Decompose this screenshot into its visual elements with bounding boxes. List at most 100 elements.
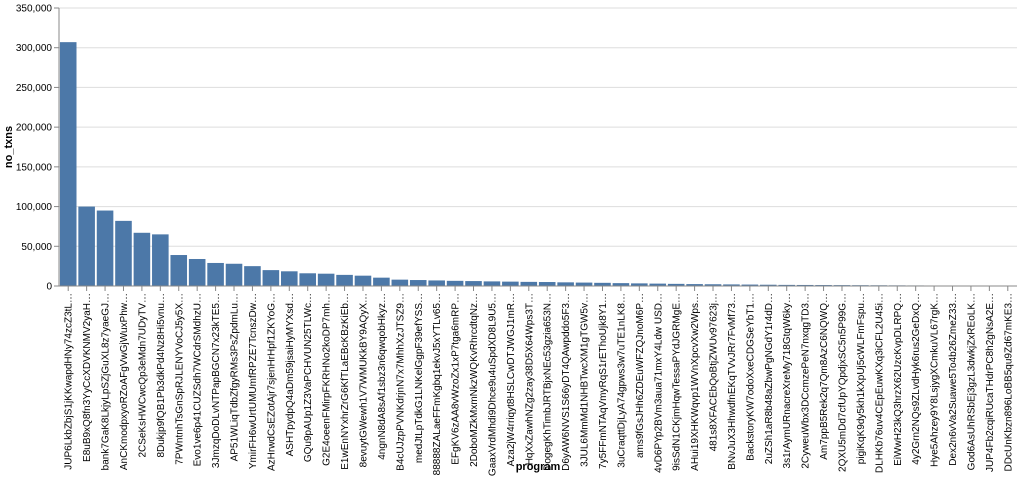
- bar: [667, 283, 685, 286]
- bar: [225, 263, 243, 286]
- y-tick-label: 50,000: [21, 242, 52, 253]
- x-tick-label: 2DoboMZkMxmNkzWQKvRhrcdtqNz…: [469, 293, 480, 467]
- bar: [575, 282, 593, 286]
- y-axis-title: no_txns: [3, 126, 15, 168]
- bar: [59, 42, 77, 287]
- y-tick-label: 200,000: [16, 123, 53, 134]
- bar: [262, 270, 280, 286]
- x-tick-label: 4vD6PYp2BVm3aua71mxY4Ldw USD…: [653, 293, 664, 473]
- y-tick-label: 150,000: [16, 162, 53, 173]
- x-tick-label: EiWwH23kQ3hrzX62UzcKvpDLRPQ…: [893, 293, 904, 466]
- x-tick-label: E8uB9xQ8fn3YyCcXDVKNMV2yaH…: [82, 293, 93, 462]
- bar: [354, 275, 372, 286]
- x-tick-label: GQu9pAUp1Z3VaPCHVUN25TLWc…: [303, 293, 314, 462]
- bar: [78, 206, 95, 286]
- x-tick-label: Evo1ve6p41CUZSdh7WCdrSMdhzU…: [193, 293, 204, 466]
- x-tick-label: pigiKqK9dy5kh1kXpUj5cWLFmFspu…: [856, 293, 867, 464]
- bar: [631, 283, 648, 286]
- bar: [133, 232, 151, 286]
- x-tick-label: 7y5FFmNTAqVmyRqS1rEThoUjk8Y1…: [598, 293, 609, 469]
- bar: [409, 280, 427, 286]
- bar: [207, 262, 224, 286]
- y-tick-label: 100,000: [16, 202, 53, 213]
- bars: [59, 42, 1017, 287]
- bar: [391, 279, 409, 286]
- bar: [612, 283, 630, 286]
- bar: [428, 280, 445, 286]
- bar: [115, 220, 132, 286]
- x-tick-label: 2CSeKsHWCwcQp3eMdn7UDyTV…: [137, 293, 148, 458]
- x-tick-label: 88888ZALaeFFmKgbq1ekvJ5xYTLv65…: [432, 293, 443, 475]
- bar: [152, 234, 169, 286]
- bar: [778, 284, 796, 286]
- x-tick-label: E1wEnNYxhrZrG6KfTLaEBcKBzKiEb…: [340, 293, 351, 470]
- y-tick-label: 300,000: [16, 43, 53, 54]
- x-tick-label: Dex2n6vVa2Suawe5To4b26ZmeZ33…: [948, 293, 959, 466]
- bar: [170, 255, 188, 286]
- x-tick-label: EFgKV6zAA8vWzoZx1xP7tga6mRP…: [451, 293, 462, 465]
- x-tick-label: medJtLpTdkG1LNKelGgpF39efYSS…: [414, 293, 425, 463]
- bar: [502, 281, 519, 286]
- x-tick-label: B4cUJzpPVNKdrjnN7x7MhhXzJTSZ9…: [395, 293, 406, 471]
- x-tick-label: 7PWntnhTsGnSpRJLENYVoCJ5y5X…: [174, 293, 185, 465]
- x-tick-label: 2uZSh1aR8b48aZbwPgNGdY1r4dD…: [764, 293, 775, 464]
- x-tick-label: BNvJuX3HhwdfnEKqTVvJRr7FvMf73…: [727, 293, 738, 470]
- x-tick-label: GaaxVrdMhdi9Dhce9u4uSpdXD8L9U5…: [487, 293, 498, 476]
- bar: [188, 258, 206, 286]
- x-tick-label: 4ngnN8dA8sAf1sbz3n6qwqobHkyz…: [377, 293, 388, 460]
- x-tick-label: 9isSdN1CKjmHqwTessaPYdJGRMgE…: [672, 293, 683, 471]
- x-tick-label: Am7ppB5Rek2q7Qm8AzC6NQWQ…: [819, 293, 830, 460]
- bar: [723, 284, 740, 286]
- x-tick-label: 4y2Grn2NQs9ZLvdHyk6rus2GeDxQ…: [911, 293, 922, 465]
- x-tick-label: HqXxZawhNZg2zay38D5X64Wps3T…: [524, 293, 535, 465]
- bar: [96, 210, 114, 286]
- x-tick-label: Hye5Ahzey9Y8LsjygXCmkuVL67rgK…: [930, 293, 941, 467]
- x-tick-label: BackstoryKW7odoXxeCDGSeYbT1…: [745, 293, 756, 461]
- bar: [336, 274, 353, 286]
- bar: [465, 281, 482, 286]
- x-tick-label: DLHKb76uv4CEpEuwKXq3iCFL2U45i…: [874, 293, 885, 473]
- bar: [373, 277, 390, 286]
- x-tick-label: 3s1rAymURnacreXreMy718GtqW6ky…: [782, 293, 793, 468]
- x-tick-label: DDcUnKbzn896LoBB5qu9Zd67mKE3…: [1003, 293, 1014, 471]
- bar: [594, 282, 611, 286]
- x-tick-label: 3JUL6MmMd1NHBTwcXM1gTGW5v…: [580, 293, 591, 467]
- x-tick-label: ams9fGsJHh6ZDEuWFZQJnoM6P…: [635, 293, 646, 458]
- x-tick-label: bank7GaK8LkjyLpSZjGuXL8z7yaeGJ…: [101, 293, 112, 470]
- bar: [686, 284, 703, 286]
- x-tick-label: D6yAW6NVS1S66yDT4QAwpddo5F3…: [561, 293, 572, 471]
- y-tick-label: 350,000: [16, 4, 53, 15]
- grid-lines: [59, 7, 1017, 287]
- x-tick-label: AzHrwdCsEZotAjr7sjenHrHpf1ZKYoG…: [266, 293, 277, 471]
- x-axis-title: program: [516, 461, 561, 473]
- bar: [796, 284, 814, 286]
- bar: [704, 284, 722, 286]
- x-tick-label: 8evuytGWewh1V7WMUKkBY9AQyX…: [358, 293, 369, 467]
- bar: [649, 283, 667, 286]
- x-tick-label: AP51WLiqTdbZfgyRMs3PsZpdmLu…: [230, 293, 241, 461]
- bar: [759, 284, 777, 286]
- x-tick-label: YmirFH6wUrtUMUmfRPZE7TcnszDw…: [248, 293, 259, 469]
- x-tick-label: AnCKmodpxyoRZoAFgVwGjWuxPhw…: [119, 293, 130, 470]
- bar: [446, 280, 464, 286]
- bar: [280, 271, 298, 286]
- x-tick-label: DogegKhTimbJRTBjxNEc53gzia653N…: [543, 293, 554, 471]
- x-tick-label: JUP4Fb2cqiRUcaTHdrPC8h2gNsA2E…: [985, 293, 996, 472]
- x-tick-label: 3JmzqDoDLvNTPapBGCN7x23kTE5…: [211, 293, 222, 468]
- bar: [299, 273, 317, 286]
- x-tick-label: G2E4oeenFMirpFKRHNo2koDP7mh…: [322, 293, 333, 466]
- x-tick-label: God6AsUhRSbEj3gzL3dwkjZxREoLK…: [966, 293, 977, 470]
- x-tick-label: 2QXU5mDd7cfUpYQpdjxSC5n5P99G…: [837, 293, 848, 472]
- x-tick-label: JUP6LkbZbjS1jKKwapdHNy74zcZ3tL…: [64, 293, 75, 470]
- x-tick-label: AHui19XHKWqvp1WVnXpcvXw2Wps…: [690, 293, 701, 471]
- x-tick-label: 2CyweuWbx3DCcmzePeN7nxqgTD3…: [801, 293, 812, 469]
- x-axis-ticks: JUP6LkbZbjS1jKKwapdHNy74zcZ3tL… E8uB9xQ8f…: [64, 293, 1015, 476]
- x-tick-label: ASHTpydpQ4aDm59jsaiHyMYXsd…: [285, 293, 296, 456]
- bar: [557, 282, 574, 286]
- bar: [741, 284, 759, 286]
- bar: [244, 266, 261, 286]
- bar: [520, 281, 538, 286]
- bar: [483, 281, 501, 286]
- bar: [538, 282, 556, 286]
